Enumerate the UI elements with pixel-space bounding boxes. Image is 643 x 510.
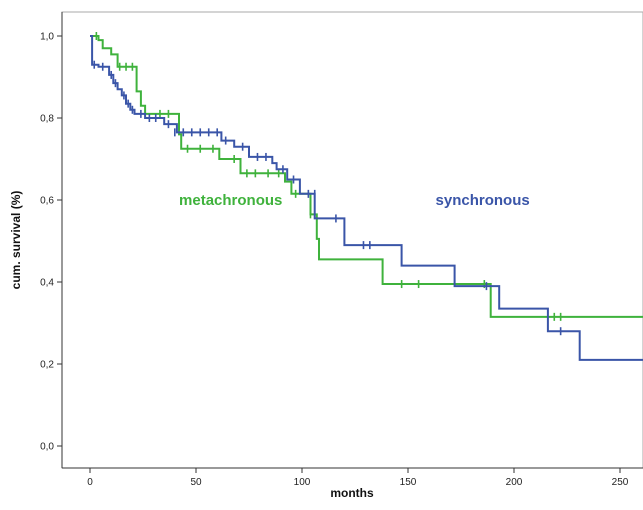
- y-tick-label: 0,0: [40, 442, 54, 453]
- series-metachronous: [90, 32, 643, 321]
- annotations: metachronous synchronous: [179, 192, 530, 209]
- series-label-metachronous: metachronous: [179, 192, 282, 209]
- y-tick-label: 0,2: [40, 360, 54, 371]
- y-tick-label: 0,8: [40, 114, 54, 125]
- x-tick-label: 0: [87, 477, 93, 488]
- plot-frame: [61, 11, 643, 469]
- series-synchronous: [90, 35, 643, 361]
- x-tick-label: 100: [294, 477, 311, 488]
- y-tick-label: 0,4: [40, 278, 54, 289]
- x-axis-title: months: [330, 486, 374, 500]
- x-tick-label: 200: [506, 477, 523, 488]
- y-tick-label: 1,0: [40, 32, 54, 43]
- y-axis-title: cum. survival (%): [9, 191, 23, 290]
- series-label-synchronous: synchronous: [436, 192, 530, 209]
- x-tick-label: 50: [190, 477, 202, 488]
- survival-curve-metachronous: [90, 35, 643, 318]
- x-tick-label: 250: [612, 477, 629, 488]
- axes: 0,0 0,2 0,4 0,6 0,8 1,0 0 50 100 150 200 250: [40, 12, 643, 488]
- survival-curve-synchronous: [90, 35, 643, 361]
- series-layer: [90, 32, 643, 361]
- x-tick-label: 150: [400, 477, 417, 488]
- y-tick-label: 0,6: [40, 196, 54, 207]
